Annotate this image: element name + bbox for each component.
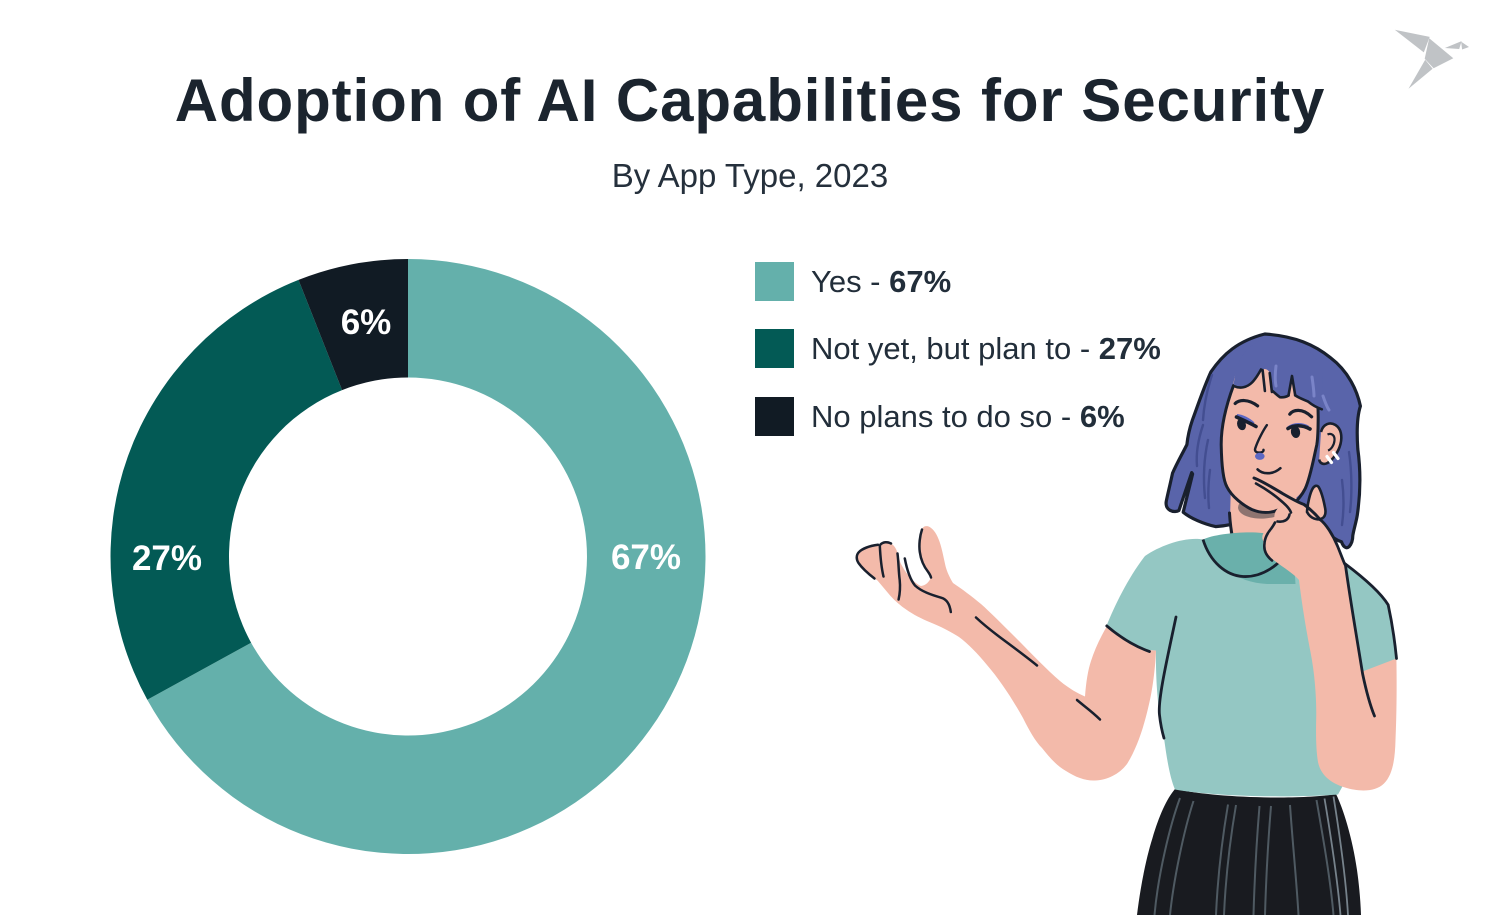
svg-text:27%: 27% — [132, 539, 202, 578]
svg-text:6%: 6% — [341, 303, 392, 342]
svg-text:67%: 67% — [611, 538, 681, 577]
